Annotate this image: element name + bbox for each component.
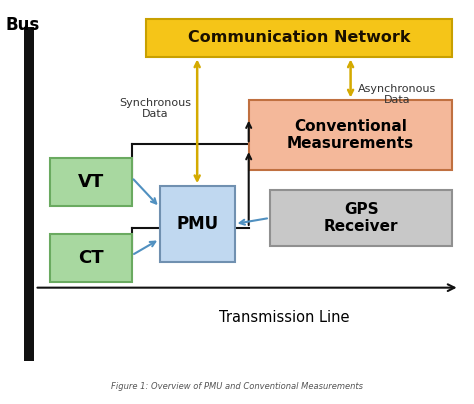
Text: Bus: Bus: [5, 16, 39, 34]
FancyBboxPatch shape: [146, 19, 453, 57]
FancyBboxPatch shape: [50, 234, 132, 282]
Text: VT: VT: [77, 173, 104, 191]
Text: CT: CT: [78, 249, 103, 267]
Text: Conventional
Measurements: Conventional Measurements: [287, 119, 414, 152]
Text: Synchronous
Data: Synchronous Data: [119, 97, 191, 119]
Text: PMU: PMU: [176, 215, 218, 233]
Text: GPS
Receiver: GPS Receiver: [324, 202, 398, 234]
FancyBboxPatch shape: [249, 101, 453, 170]
Text: Communication Network: Communication Network: [188, 30, 410, 45]
FancyBboxPatch shape: [160, 186, 235, 262]
Text: Transmission Line: Transmission Line: [219, 309, 349, 324]
Text: Figure 1: Overview of PMU and Conventional Measurements: Figure 1: Overview of PMU and Convention…: [111, 382, 363, 391]
FancyBboxPatch shape: [50, 158, 132, 206]
Text: Asynchronous
Data: Asynchronous Data: [358, 84, 437, 105]
Bar: [24, 27, 34, 361]
FancyBboxPatch shape: [270, 190, 453, 246]
